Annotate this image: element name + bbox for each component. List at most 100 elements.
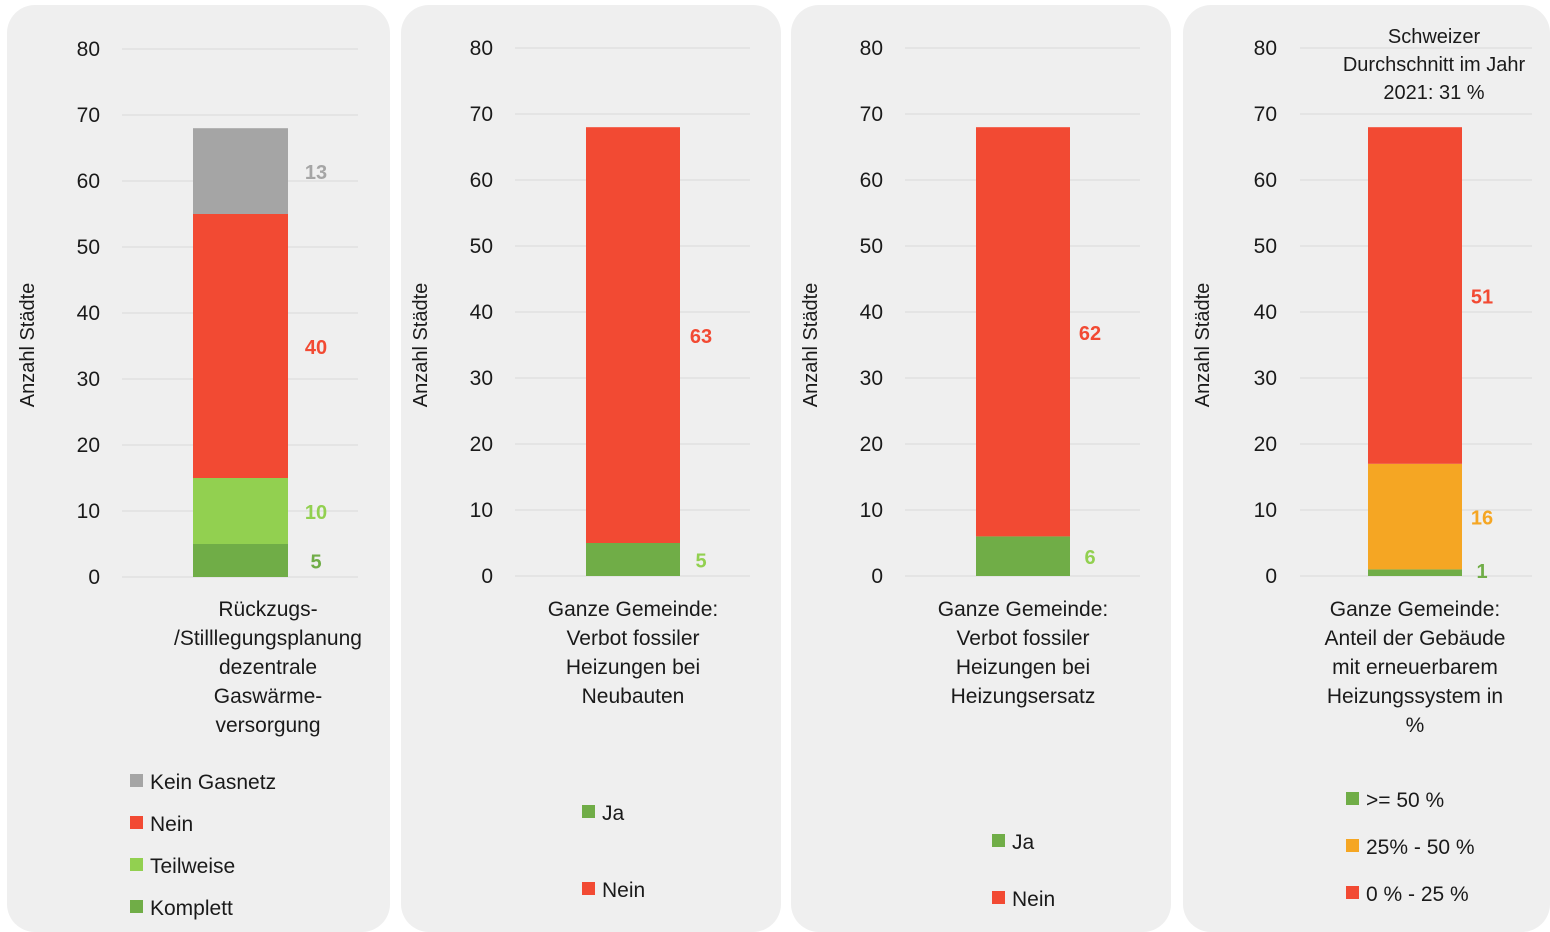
y-tick-label: 20 (1254, 433, 1277, 456)
y-tick-label: 50 (1254, 235, 1277, 258)
legend-label: Nein (1012, 888, 1055, 911)
y-tick-label: 70 (470, 103, 493, 126)
x-category-label: Neubauten (582, 685, 685, 708)
y-tick-label: 40 (860, 301, 883, 324)
legend-label: Ja (1012, 831, 1035, 854)
x-category-label: Anteil der Gebäude (1325, 627, 1506, 650)
y-tick-label: 10 (470, 499, 493, 522)
legend-label: >= 50 % (1366, 789, 1444, 812)
legend-swatch (130, 858, 143, 871)
legend-swatch (1346, 839, 1359, 852)
data-label: 5 (310, 552, 321, 574)
bar-segment (976, 127, 1070, 537)
y-tick-label: 70 (860, 103, 883, 126)
bar-segment (1368, 463, 1462, 570)
legend-label: Ja (602, 802, 625, 825)
y-tick-label: 80 (470, 37, 493, 60)
annotation-text: 2021: 31 % (1383, 82, 1484, 104)
bar-segment (586, 543, 680, 576)
legend-swatch (1346, 792, 1359, 805)
legend-swatch (130, 900, 143, 913)
y-tick-label: 60 (77, 170, 100, 193)
bar-segment (193, 214, 288, 478)
y-tick-label: 30 (470, 367, 493, 390)
y-tick-label: 40 (1254, 301, 1277, 324)
y-tick-label: 80 (860, 37, 883, 60)
y-tick-label: 50 (470, 235, 493, 258)
bar-segment (976, 536, 1070, 576)
x-category-label: Heizungen bei (956, 656, 1090, 679)
annotation-text: Durchschnitt im Jahr (1343, 54, 1526, 76)
x-category-label: dezentrale (219, 656, 317, 679)
x-category-label: Verbot fossiler (956, 627, 1089, 650)
x-category-label: Rückzugs- (218, 598, 317, 621)
y-tick-label: 20 (470, 433, 493, 456)
data-label: 10 (305, 502, 327, 524)
y-tick-label: 0 (88, 566, 100, 589)
y-tick-label: 80 (1254, 37, 1277, 60)
y-tick-label: 30 (77, 368, 100, 391)
y-tick-label: 70 (77, 104, 100, 127)
x-category-label: Heizungen bei (566, 656, 700, 679)
x-category-label: Ganze Gemeinde: (1330, 598, 1500, 621)
legend-swatch (130, 774, 143, 787)
data-label: 1 (1476, 561, 1487, 583)
data-label: 13 (305, 162, 327, 184)
bar-segment (193, 544, 288, 577)
y-tick-label: 0 (1265, 565, 1277, 588)
bar-segment (1368, 569, 1462, 576)
bar-segment (193, 478, 288, 544)
y-tick-label: 40 (77, 302, 100, 325)
legend-label: Kein Gasnetz (150, 771, 276, 794)
annotation-text: Schweizer (1388, 26, 1481, 48)
x-category-label: Heizungsersatz (951, 685, 1096, 708)
data-label: 6 (1084, 547, 1095, 569)
legend-label: 25% - 50 % (1366, 836, 1475, 859)
y-tick-label: 10 (77, 500, 100, 523)
legend-label: Komplett (150, 897, 233, 920)
y-tick-label: 40 (470, 301, 493, 324)
y-tick-label: 20 (77, 434, 100, 457)
y-tick-label: 80 (77, 38, 100, 61)
data-label: 40 (305, 337, 327, 359)
x-category-label: Ganze Gemeinde: (548, 598, 718, 621)
legend-swatch (1346, 886, 1359, 899)
legend-swatch (992, 834, 1005, 847)
data-label: 16 (1471, 508, 1493, 530)
y-axis-title: Anzahl Städte (410, 283, 432, 408)
legend-swatch (992, 891, 1005, 904)
data-label: 62 (1079, 323, 1101, 345)
x-category-label: Heizungssystem in (1327, 685, 1503, 708)
bar-segment (1368, 127, 1462, 464)
x-category-label: mit erneuerbarem (1332, 656, 1498, 679)
y-tick-label: 30 (1254, 367, 1277, 390)
y-tick-label: 0 (871, 565, 883, 588)
x-category-label: /Stilllegungsplanung (174, 627, 362, 650)
data-label: 5 (695, 551, 706, 573)
legend-label: 0 % - 25 % (1366, 883, 1469, 906)
y-tick-label: 50 (77, 236, 100, 259)
bar-segment (586, 127, 680, 543)
legend-label: Nein (602, 879, 645, 902)
data-label: 51 (1471, 287, 1493, 309)
legend-label: Nein (150, 813, 193, 836)
y-tick-label: 0 (481, 565, 493, 588)
x-category-label: Gaswärme- (214, 685, 323, 708)
y-axis-title: Anzahl Städte (800, 283, 822, 408)
y-tick-label: 10 (1254, 499, 1277, 522)
legend-swatch (130, 816, 143, 829)
legend-swatch (582, 882, 595, 895)
x-category-label: % (1406, 714, 1425, 737)
y-tick-label: 60 (470, 169, 493, 192)
legend-swatch (582, 805, 595, 818)
x-category-label: Ganze Gemeinde: (938, 598, 1108, 621)
y-tick-label: 60 (1254, 169, 1277, 192)
y-tick-label: 50 (860, 235, 883, 258)
x-category-label: Verbot fossiler (566, 627, 699, 650)
bar-segment (193, 128, 288, 214)
y-tick-label: 70 (1254, 103, 1277, 126)
y-tick-label: 20 (860, 433, 883, 456)
x-category-label: versorgung (215, 714, 320, 737)
y-tick-label: 30 (860, 367, 883, 390)
